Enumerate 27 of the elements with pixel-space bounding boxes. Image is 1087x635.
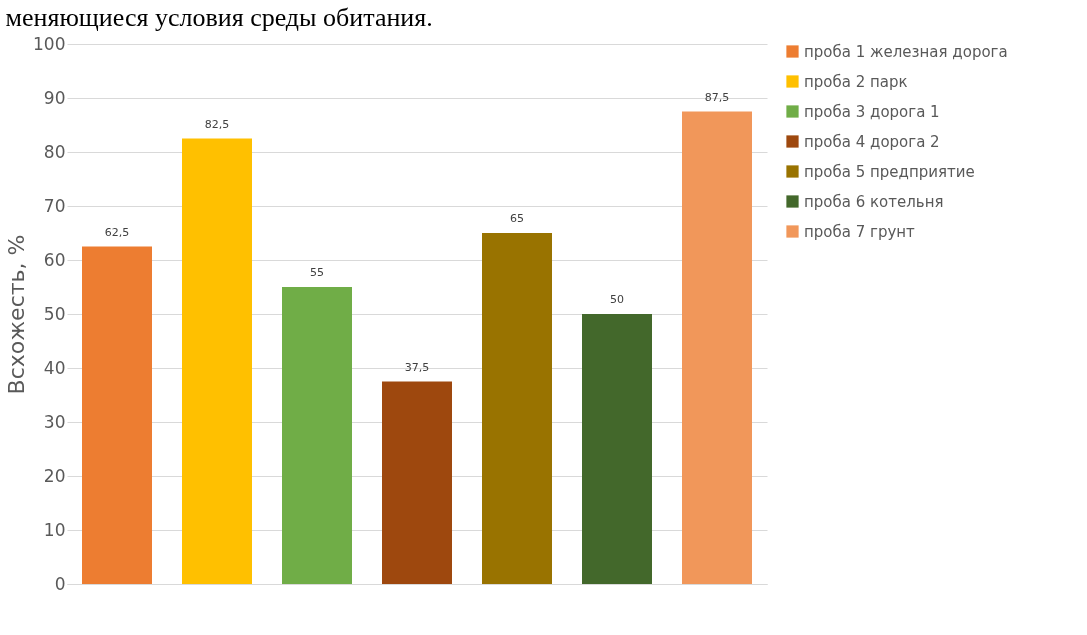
y-tick-label: 90 — [43, 87, 66, 108]
legend-label: проба 5 предприятие — [804, 162, 975, 181]
legend-label: проба 4 дорога 2 — [804, 132, 940, 151]
legend-label: проба 1 железная дорога — [804, 42, 1008, 61]
data-label: 37,5 — [404, 360, 430, 374]
y-tick-label: 80 — [43, 141, 66, 162]
y-tick-label: 0 — [54, 573, 66, 594]
data-label: 65 — [510, 212, 524, 225]
data-label: 55 — [310, 266, 324, 279]
data-label: 50 — [610, 293, 624, 306]
y-tick-label: 60 — [43, 249, 66, 270]
y-tick-label: 10 — [43, 519, 66, 540]
data-label: 62,5 — [104, 225, 130, 239]
data-label: 87,5 — [704, 90, 730, 104]
y-tick-label: 70 — [43, 195, 66, 216]
y-tick-label: 20 — [43, 465, 66, 486]
y-tick-label: 30 — [43, 411, 66, 432]
data-label: 82,5 — [204, 117, 230, 131]
legend-label: проба 3 дорога 1 — [804, 102, 940, 121]
y-tick-label: 50 — [43, 303, 66, 324]
chart-title: меняющиеся условия среды обитания. — [5, 3, 433, 32]
legend-label: проба 2 парк — [804, 72, 908, 91]
y-axis-title: Всхожесть, % — [4, 234, 30, 395]
legend-label: проба 7 грунт — [804, 222, 916, 241]
y-tick-label: 100 — [33, 33, 66, 54]
y-tick-label: 40 — [43, 357, 66, 378]
legend-label: проба 6 котельня — [804, 192, 944, 211]
